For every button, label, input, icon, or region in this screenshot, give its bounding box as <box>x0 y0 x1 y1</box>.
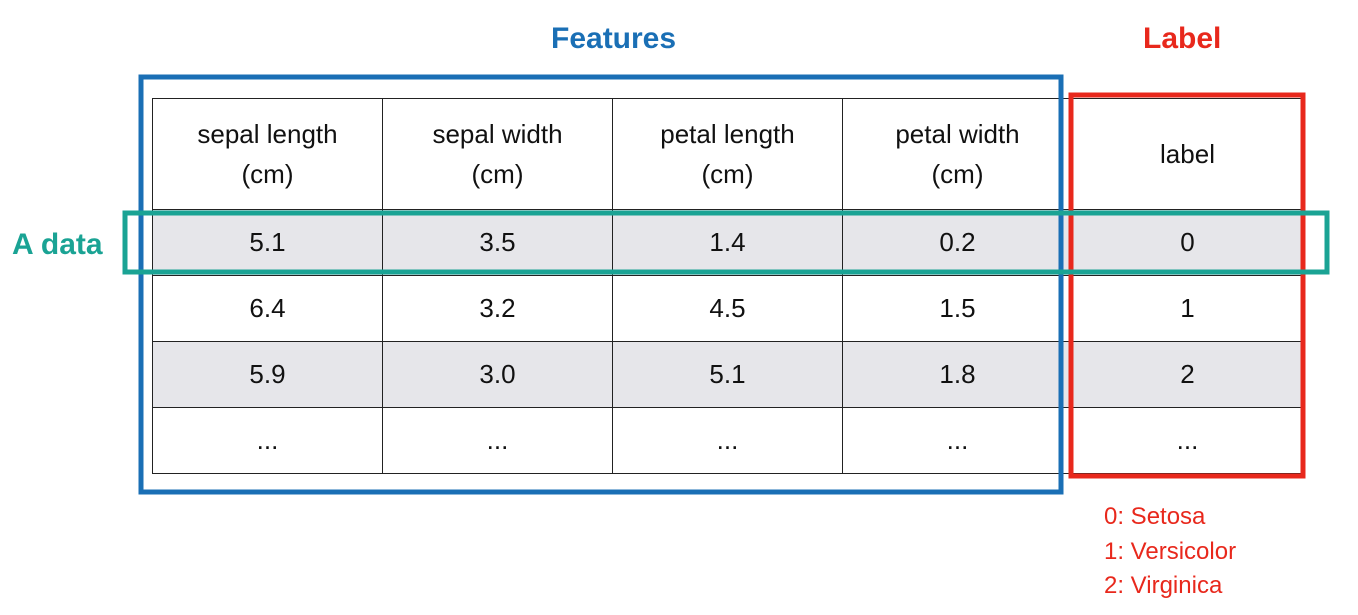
cell: 3.5 <box>382 209 613 276</box>
label-title: Label <box>1143 22 1222 55</box>
cell: 2 <box>1072 341 1303 408</box>
cell: 1.5 <box>842 275 1073 342</box>
header-line: sepal length <box>197 119 338 149</box>
cell: 3.2 <box>382 275 613 342</box>
header-line: petal length <box>660 119 795 149</box>
cell: 1.4 <box>612 209 843 276</box>
cell: 1.8 <box>842 341 1073 408</box>
header-line: label <box>1160 139 1215 169</box>
header-line: (cm) <box>931 159 984 189</box>
header-line: (cm) <box>241 159 294 189</box>
legend-item: 1: Versicolor <box>1104 537 1237 565</box>
cell: 3.0 <box>382 341 613 408</box>
header-cell: sepal width (cm) <box>382 98 613 210</box>
cell: 6.4 <box>152 275 383 342</box>
cell: 4.5 <box>612 275 843 342</box>
cell: 5.1 <box>152 209 383 276</box>
features-title: Features <box>551 22 677 55</box>
header-line: petal width <box>895 119 1020 149</box>
cell: 5.9 <box>152 341 383 408</box>
cell: 5.1 <box>612 341 843 408</box>
cell: 0.2 <box>842 209 1073 276</box>
a-data-label: A data <box>12 228 103 261</box>
cell: ... <box>612 407 843 474</box>
header-row: sepal length (cm) sepal width (cm) petal len… <box>152 98 1303 210</box>
data-row: 6.4 3.2 4.5 1.5 1 <box>152 275 1303 342</box>
legend-item: 0: Setosa <box>1104 503 1206 530</box>
label-legend: 0: Setosa 1: Versicolor 2: Virginica <box>1104 500 1236 604</box>
data-row: 5.9 3.0 5.1 1.8 2 <box>152 341 1303 408</box>
cell: 0 <box>1072 209 1303 276</box>
cell: ... <box>382 407 613 474</box>
header-line: sepal width <box>432 119 563 149</box>
cell: 1 <box>1072 275 1303 342</box>
header-cell: label <box>1072 98 1303 210</box>
cell: ... <box>152 407 383 474</box>
cell: ... <box>1072 407 1303 474</box>
data-row: ............... <box>152 407 1303 474</box>
data-row: 5.1 3.5 1.4 0.2 0 <box>152 209 1303 276</box>
legend-item: 2: Virginica <box>1104 572 1223 599</box>
header-cell: petal width (cm) <box>842 98 1073 210</box>
header-line: (cm) <box>701 159 754 189</box>
header-cell: petal length (cm) <box>612 98 843 210</box>
cell: ... <box>842 407 1073 474</box>
header-line: (cm) <box>471 159 524 189</box>
data-table: sepal length (cm) sepal width (cm) petal len… <box>152 98 1303 474</box>
header-cell: sepal length (cm) <box>152 98 383 210</box>
